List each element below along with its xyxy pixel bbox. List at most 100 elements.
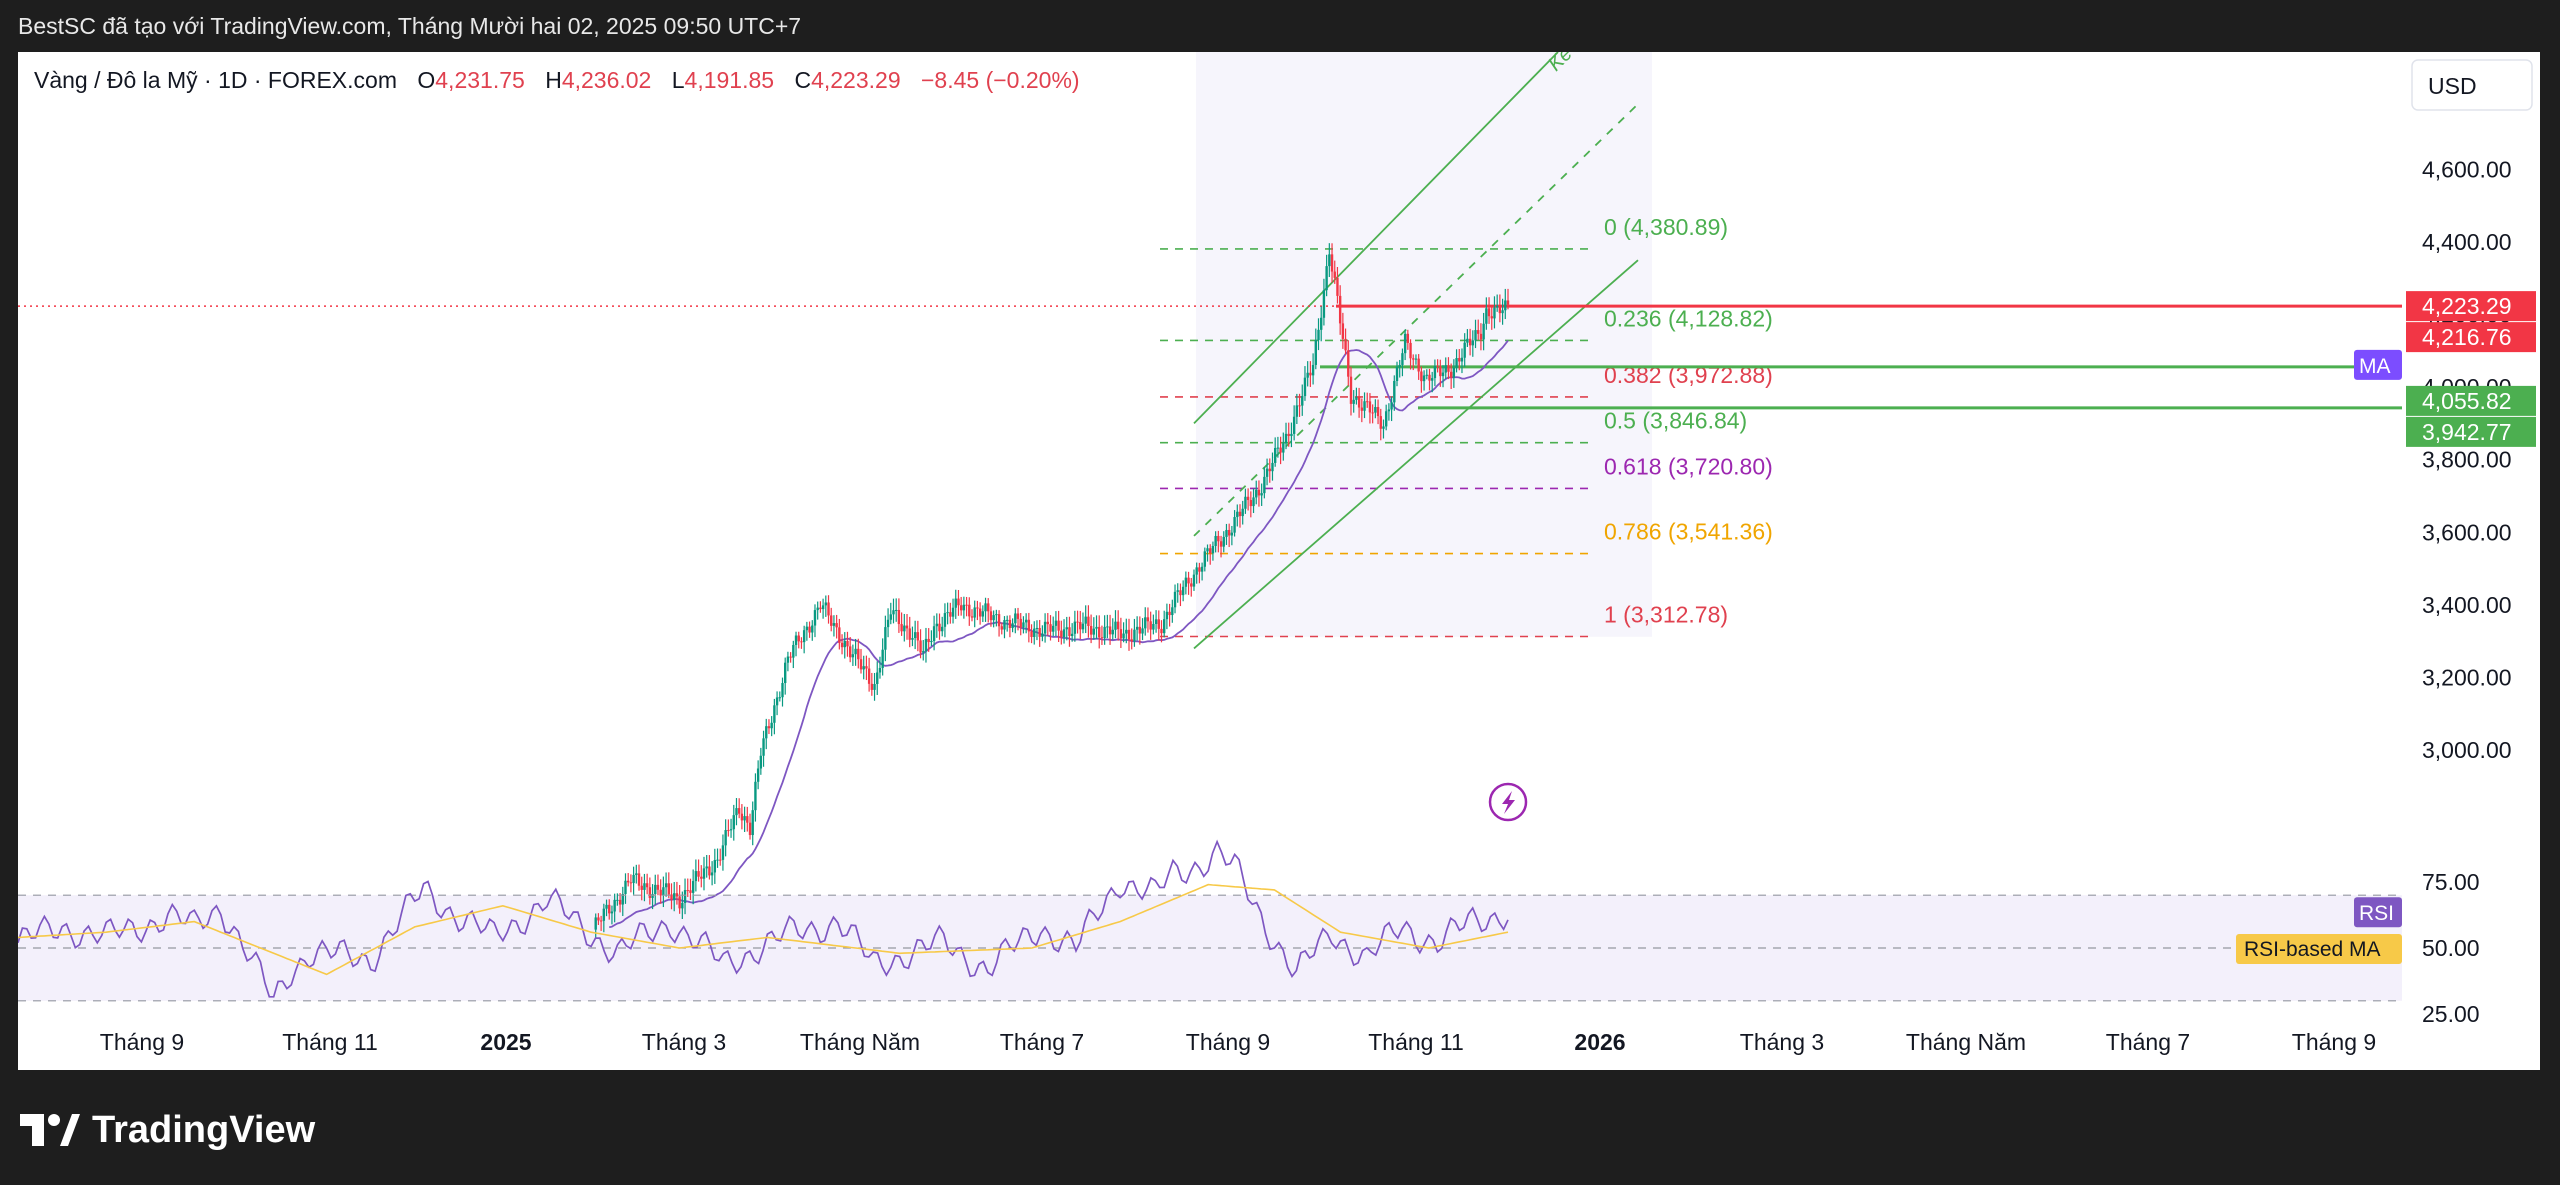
lightning-icon[interactable]: [1488, 782, 1528, 822]
legend-change: −8.45 (−0.20%): [921, 67, 1080, 93]
candle-body: [1322, 290, 1326, 318]
candle-body: [1406, 333, 1410, 343]
candle-body: [811, 625, 814, 633]
candle-body: [984, 603, 987, 612]
candle-body: [1482, 323, 1485, 340]
candle-body: [602, 908, 606, 921]
candle-body: [694, 871, 698, 882]
candle-body: [951, 607, 955, 617]
candle-body: [689, 890, 692, 893]
candle-body: [1493, 307, 1496, 319]
candle-body: [1203, 551, 1207, 567]
candle-body: [976, 607, 979, 609]
candle-body: [981, 611, 985, 617]
candle-body: [700, 876, 703, 879]
legend-open-value: 4,231.75: [435, 67, 525, 93]
candle-body: [1062, 629, 1066, 638]
candle-body: [1236, 511, 1239, 518]
candle-body: [843, 640, 846, 648]
candle-body: [838, 627, 841, 643]
candle-body: [819, 607, 822, 610]
candle-body: [1244, 496, 1247, 509]
candle-body: [1287, 433, 1290, 437]
candle-body: [1154, 619, 1158, 625]
candle-body: [1325, 266, 1328, 291]
candle-body: [1079, 622, 1082, 630]
candle-body: [1479, 333, 1483, 340]
candle-body: [705, 866, 708, 869]
candle-body: [618, 899, 622, 905]
candle-body: [1095, 626, 1098, 629]
axis-price-tags: 4,223.29 4,216.76 4,055.82 3,942.77 MA RSI RSI…: [2236, 291, 2536, 964]
candle-body: [1425, 374, 1428, 376]
currency-button[interactable]: USD: [2411, 59, 2533, 111]
fib-level-label: 0.236 (4,128.82): [1604, 305, 1773, 331]
candle-body: [1428, 374, 1431, 381]
candle-body: [1255, 489, 1258, 498]
candle-body: [1173, 591, 1177, 608]
candle-body: [1192, 574, 1196, 587]
candle-body: [1022, 622, 1025, 628]
candle-body: [989, 611, 993, 621]
ma-value-tag-bg: [2406, 385, 2536, 416]
candle-body: [1338, 295, 1342, 324]
candle-body: [1298, 405, 1301, 407]
candle-body: [719, 859, 722, 861]
candle-body: [927, 638, 930, 643]
candle-body: [997, 614, 1001, 627]
candle-body: [756, 768, 760, 782]
candle-body: [827, 602, 830, 616]
candle-body: [802, 630, 806, 643]
candle-body: [635, 873, 638, 875]
candle-body: [1035, 627, 1039, 629]
candle-body: [1414, 358, 1418, 360]
candle-body: [862, 666, 865, 670]
currency-label[interactable]: USD: [2428, 73, 2477, 99]
candle-body: [970, 616, 974, 618]
candle-body: [1422, 375, 1426, 382]
candle-body: [1214, 535, 1217, 546]
candle-body: [1030, 631, 1033, 637]
candle-body: [1027, 619, 1031, 632]
candle-body: [797, 635, 800, 642]
candle-body: [1417, 358, 1420, 372]
candle-body: [1306, 372, 1309, 378]
candle-body: [1490, 316, 1493, 319]
candle-body: [1227, 529, 1231, 536]
rsi-axis-tick: 75.00: [2422, 869, 2480, 895]
candle-body: [1498, 305, 1502, 314]
candle-body: [1368, 401, 1372, 413]
candle-body: [1114, 621, 1117, 630]
candle-body: [651, 894, 654, 898]
candle-body: [835, 623, 838, 628]
candle-body: [900, 624, 903, 632]
candle-body: [1336, 277, 1339, 296]
candle-body: [1265, 468, 1269, 477]
candle-body: [1230, 532, 1234, 536]
parallel-channel[interactable]: [1193, 51, 1639, 650]
candle-body: [1439, 366, 1442, 377]
candle-body: [645, 883, 649, 888]
candle-body: [1206, 548, 1209, 552]
candle-body: [954, 598, 957, 608]
fib-level-label: 0.786 (3,541.36): [1604, 519, 1773, 545]
candle-body: [1390, 402, 1393, 410]
channel-line: [1193, 51, 1559, 425]
chart-canvas[interactable]: 0 (4,380.89)0.236 (4,128.82)0.382 (3,972…: [17, 43, 2540, 1070]
candle-body: [708, 866, 711, 876]
horizontal-lines[interactable]: [18, 304, 2402, 410]
candle-body: [859, 659, 863, 670]
candle-body: [873, 684, 876, 690]
candle-body: [1209, 548, 1212, 554]
candle-body: [965, 604, 968, 606]
candle-body: [1290, 433, 1293, 437]
candle-body: [683, 890, 687, 904]
candle-body: [1431, 378, 1434, 381]
candle-body: [775, 697, 779, 706]
candle-body: [1111, 629, 1114, 635]
candle-body: [949, 612, 952, 617]
rsi-line: [17, 839, 1509, 998]
candle-body: [1119, 629, 1123, 639]
candle-body: [1184, 577, 1188, 587]
candle-body: [1463, 342, 1466, 358]
